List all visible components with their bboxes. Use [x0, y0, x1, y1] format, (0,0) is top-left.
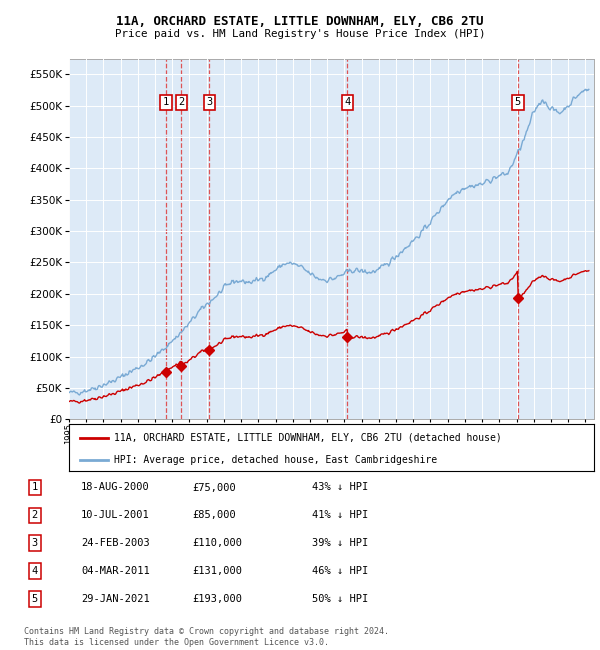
Text: 3: 3 [206, 98, 212, 107]
Text: £131,000: £131,000 [192, 566, 242, 577]
Text: 1: 1 [32, 482, 38, 493]
Text: 43% ↓ HPI: 43% ↓ HPI [312, 482, 368, 493]
Text: 04-MAR-2011: 04-MAR-2011 [81, 566, 150, 577]
Text: 11A, ORCHARD ESTATE, LITTLE DOWNHAM, ELY, CB6 2TU (detached house): 11A, ORCHARD ESTATE, LITTLE DOWNHAM, ELY… [113, 432, 502, 443]
Text: 10-JUL-2001: 10-JUL-2001 [81, 510, 150, 521]
Text: Price paid vs. HM Land Registry's House Price Index (HPI): Price paid vs. HM Land Registry's House … [115, 29, 485, 39]
Text: 24-FEB-2003: 24-FEB-2003 [81, 538, 150, 549]
Text: 18-AUG-2000: 18-AUG-2000 [81, 482, 150, 493]
Text: 11A, ORCHARD ESTATE, LITTLE DOWNHAM, ELY, CB6 2TU: 11A, ORCHARD ESTATE, LITTLE DOWNHAM, ELY… [116, 15, 484, 28]
Text: 41% ↓ HPI: 41% ↓ HPI [312, 510, 368, 521]
Text: £85,000: £85,000 [192, 510, 236, 521]
Text: 5: 5 [32, 594, 38, 604]
Text: 29-JAN-2021: 29-JAN-2021 [81, 594, 150, 604]
Text: 4: 4 [344, 98, 350, 107]
Text: £75,000: £75,000 [192, 482, 236, 493]
Text: Contains HM Land Registry data © Crown copyright and database right 2024.
This d: Contains HM Land Registry data © Crown c… [24, 627, 389, 647]
Text: HPI: Average price, detached house, East Cambridgeshire: HPI: Average price, detached house, East… [113, 454, 437, 465]
Text: £110,000: £110,000 [192, 538, 242, 549]
Text: 50% ↓ HPI: 50% ↓ HPI [312, 594, 368, 604]
Text: 4: 4 [32, 566, 38, 577]
Text: 39% ↓ HPI: 39% ↓ HPI [312, 538, 368, 549]
Text: 2: 2 [178, 98, 185, 107]
Text: 5: 5 [515, 98, 521, 107]
Text: 3: 3 [32, 538, 38, 549]
Text: 2: 2 [32, 510, 38, 521]
Text: 1: 1 [163, 98, 169, 107]
Text: 46% ↓ HPI: 46% ↓ HPI [312, 566, 368, 577]
Text: £193,000: £193,000 [192, 594, 242, 604]
